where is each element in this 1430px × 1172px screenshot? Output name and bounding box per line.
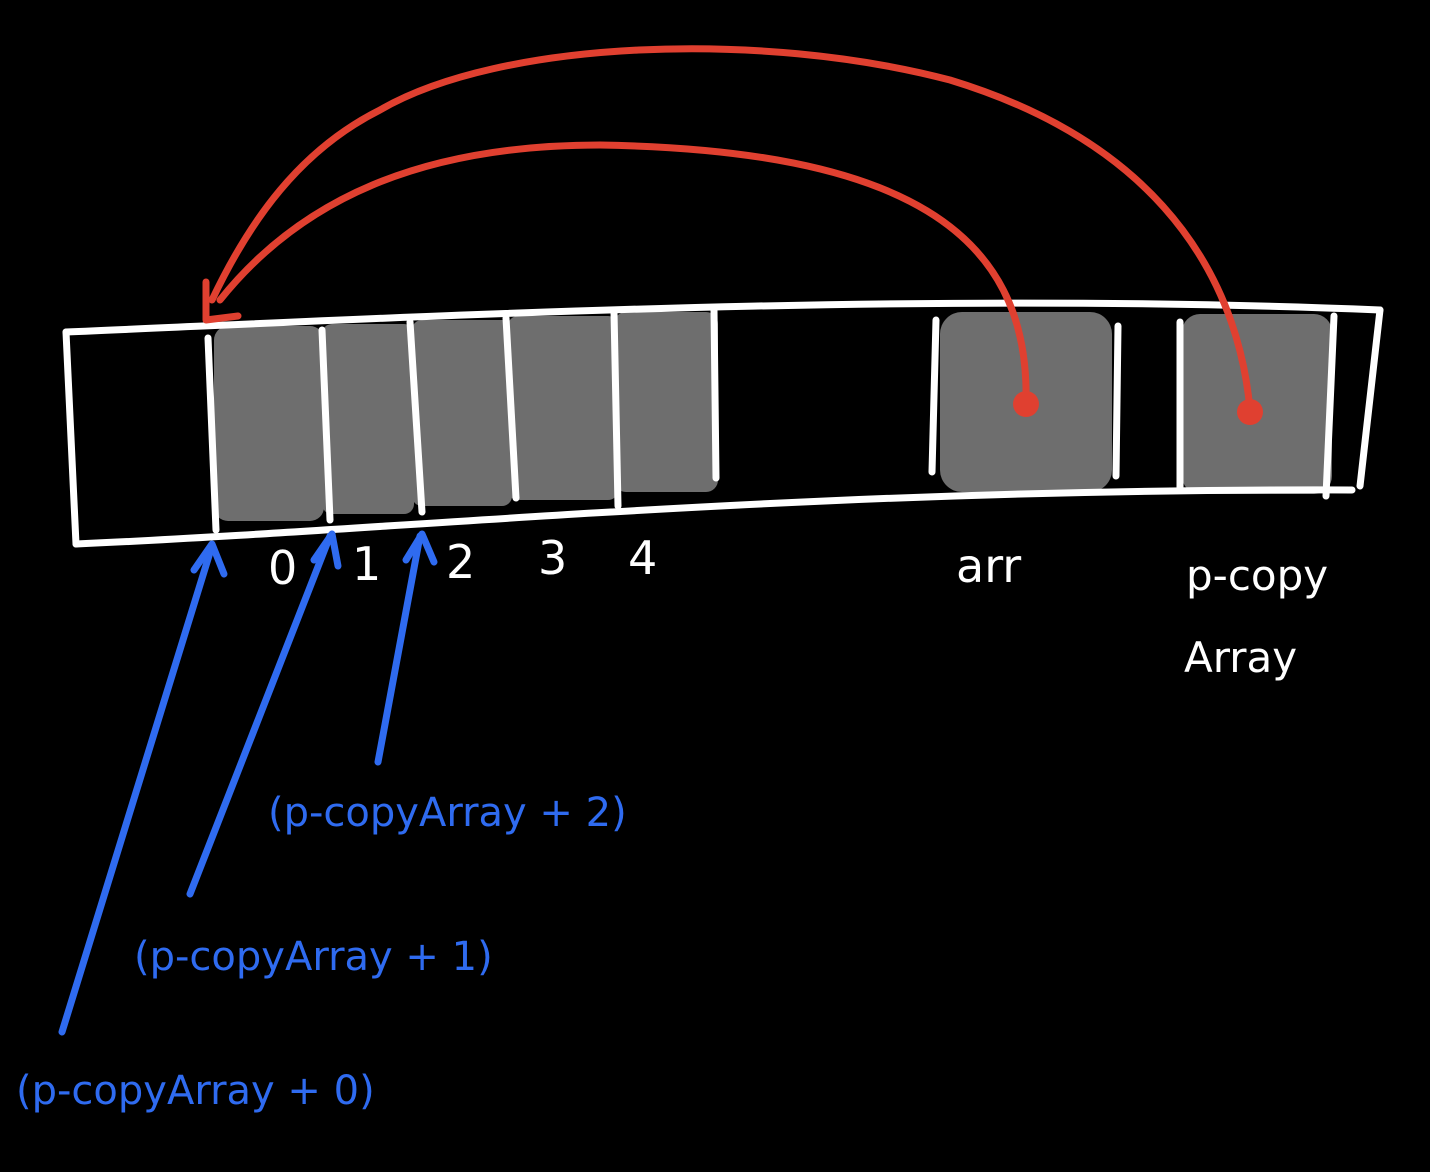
offset-arrow-1: [186, 532, 334, 898]
p-copy-array-label-line2: Array: [1184, 633, 1297, 682]
index-label-1: 1: [352, 537, 381, 591]
arrowhead-icon: [202, 278, 242, 324]
array-cell-3: [508, 316, 618, 500]
memory-strip: [62, 299, 1384, 548]
array-cell-1: [322, 324, 414, 514]
offset-label-0: (p-copyArray + 0): [16, 1068, 375, 1114]
arrowhead-icon: [310, 530, 342, 570]
offset-label-1: (p-copyArray + 1): [134, 934, 493, 980]
arrowhead-icon: [402, 530, 438, 566]
arr-pointer-dot: [1013, 391, 1039, 417]
index-labels: 0 1 2 3 4: [268, 531, 657, 595]
array-cell-4: [614, 312, 718, 492]
p-copy-array-pointer-arrow: [208, 45, 1254, 414]
pointer-arrows: [202, 45, 1263, 425]
offset-arrow-0: [58, 542, 216, 1036]
index-label-3: 3: [538, 531, 567, 585]
offset-label-2: (p-copyArray + 2): [268, 790, 627, 836]
index-label-0: 0: [268, 541, 297, 595]
offset-arrows: [58, 530, 438, 1036]
arr-label: arr: [956, 539, 1021, 593]
p-copy-array-label-line1: p-copy: [1186, 551, 1328, 600]
index-label-4: 4: [628, 531, 657, 585]
array-element-cells: [214, 312, 718, 521]
arrowhead-icon: [190, 540, 228, 578]
index-label-2: 2: [446, 535, 475, 589]
array-cell-0: [214, 326, 324, 521]
p-copy-array-pointer-dot: [1237, 399, 1263, 425]
arr-pointer-arrow: [216, 141, 1030, 406]
cell-dividers: [204, 306, 1338, 534]
array-cell-2: [412, 320, 512, 506]
offset-arrow-2: [374, 532, 424, 766]
